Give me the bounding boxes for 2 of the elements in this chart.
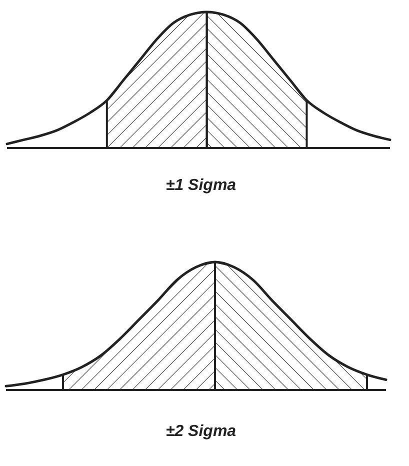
x-axis-title: ±1 Sigma bbox=[166, 177, 236, 194]
x-axis-title: ±2 Sigma bbox=[166, 423, 236, 440]
